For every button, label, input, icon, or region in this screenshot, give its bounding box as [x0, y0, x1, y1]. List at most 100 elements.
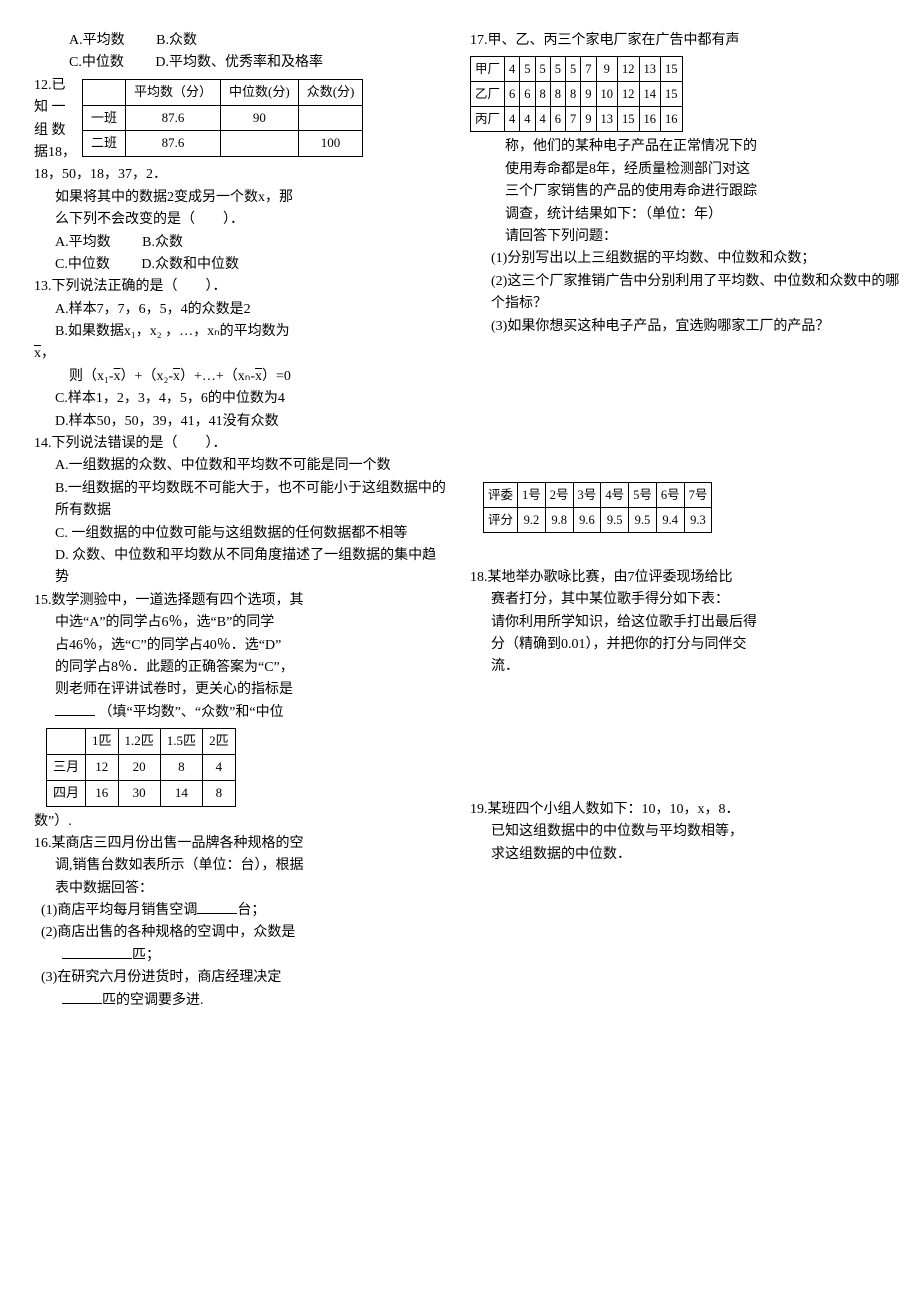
- q16-l1: 16.某商店三四月份出售一品牌各种规格的空: [20, 833, 450, 855]
- table-row: 评委 1号 2号 3号 4号 5号 6号 7号: [484, 482, 712, 507]
- spacer: [470, 537, 900, 567]
- q17-p1: (1)分别写出以上三组数据的平均数、中位数和众数；: [470, 248, 900, 270]
- cell: 平均数（分）: [126, 79, 221, 105]
- q14-b: B.一组数据的平均数既不可能大于，也不可能小于这组数据中的所有数据: [20, 478, 450, 523]
- q13-d: D.样本50，50，39，41，41没有众数: [20, 411, 450, 433]
- q15-table: 1匹 1.2匹 1.5匹 2匹 三月 12 20 8 4 四月 16 30 14…: [46, 728, 236, 806]
- cell: [83, 79, 126, 105]
- q15-l1: 15.数学测验中，一道选择题有四个选项，其: [20, 590, 450, 612]
- comma: ，: [41, 346, 55, 361]
- cell: 16: [661, 107, 683, 132]
- cell: 14: [639, 82, 661, 107]
- cell: 16: [86, 780, 119, 806]
- cell: 12: [618, 82, 640, 107]
- txt: ）+（x₂-: [121, 369, 173, 384]
- table-row: 评分 9.2 9.8 9.6 9.5 9.5 9.4 9.3: [484, 507, 712, 532]
- txt: （填“平均数”、“众数”和“中位: [99, 705, 284, 720]
- table-row: 乙厂66888910121415: [471, 82, 683, 107]
- txt: ）=0: [262, 369, 291, 384]
- cell: 30: [118, 780, 160, 806]
- cell: 9.3: [684, 507, 712, 532]
- cell: [221, 131, 299, 157]
- cell: 评委: [484, 482, 518, 507]
- q16-p3b: 匹的空调要多进.: [20, 990, 450, 1012]
- cell: 16: [639, 107, 661, 132]
- txt: 匹；: [132, 948, 160, 963]
- q19-l3: 求这组数据的中位数．: [470, 844, 900, 866]
- table-row: 二班 87.6 100: [83, 131, 363, 157]
- q11-options: A.平均数 B.众数: [20, 30, 450, 52]
- q13-a: A.样本7，7，6，5，4的众数是2: [20, 299, 450, 321]
- q17-p2: (2)这三个厂家推销广告中分别利用了平均数、中位数和众数中的哪个指标？: [470, 271, 900, 316]
- cell: 100: [298, 131, 363, 157]
- cell: 众数(分): [298, 79, 363, 105]
- cell: 4: [505, 107, 520, 132]
- xbar-icon: x: [34, 343, 41, 365]
- q16-l2: 调,销售台数如表所示（单位：台），根据: [20, 855, 450, 877]
- cell: 3号: [573, 482, 601, 507]
- q15-l6: （填“平均数”、“众数”和“中位: [20, 702, 450, 724]
- q12-p2: 知 一: [20, 97, 76, 119]
- cell: 15: [661, 82, 683, 107]
- q15-l2: 中选“A”的同学占6％，选“B”的同学: [20, 612, 450, 634]
- xbar-icon: x: [255, 366, 262, 388]
- q16-p2b: 匹；: [20, 945, 450, 967]
- table-row: 丙厂44467913151616: [471, 107, 683, 132]
- right-column: 17.甲、乙、丙三个家电厂家在广告中都有声 甲厂4555579121315 乙厂…: [470, 30, 900, 1012]
- blank-fill: [197, 913, 237, 914]
- cell: 10: [596, 82, 618, 107]
- xbar-icon: x: [114, 366, 121, 388]
- q12-l2: 么下列不会改变的是（ ）．: [20, 209, 450, 231]
- cell: 甲厂: [471, 57, 505, 82]
- cell: 4: [520, 107, 535, 132]
- q12-prefix: 12.已 知 一 组 数 据18，: [20, 75, 76, 165]
- cell: 9.5: [601, 507, 629, 532]
- txt: (3)在研究六月份进货时，商店经理决定: [41, 970, 281, 985]
- q17-l2: 使用寿命都是8年，经质量检测部门对这: [470, 159, 900, 181]
- cell: 一班: [83, 105, 126, 131]
- cell: 12: [86, 754, 119, 780]
- q15-l7: 数”）.: [20, 811, 450, 833]
- q12-opts2: C.中位数 D.众数和中位数: [20, 254, 450, 276]
- cell: [298, 105, 363, 131]
- txt: (1)商店平均每月销售空调: [41, 903, 197, 918]
- cell: 丙厂: [471, 107, 505, 132]
- table-row: 平均数（分） 中位数(分) 众数(分): [83, 79, 363, 105]
- cell: 90: [221, 105, 299, 131]
- cell: 评分: [484, 507, 518, 532]
- q12-wrap: 12.已 知 一 组 数 据18， 平均数（分） 中位数(分) 众数(分) 一班…: [20, 75, 450, 165]
- opt-b: B.众数: [156, 33, 197, 48]
- table-row: 1匹 1.2匹 1.5匹 2匹: [47, 729, 236, 755]
- q17-p3: (3)如果你想买这种电子产品，宜选购哪家工厂的产品？: [470, 316, 900, 338]
- cell: 9.8: [545, 507, 573, 532]
- cell: 5: [535, 57, 550, 82]
- q17-stem: 17.甲、乙、丙三个家电厂家在广告中都有声: [470, 30, 900, 52]
- q18-l4: 分（精确到0.01），并把你的打分与同伴交: [470, 634, 900, 656]
- q11-options-2: C.中位数 D.平均数、优秀率和及格率: [20, 52, 450, 74]
- q12-l1: 如果将其中的数据2变成另一个数x，那: [20, 187, 450, 209]
- q18-l1: 18.某地举办歌咏比赛，由7位评委现场给比: [470, 567, 900, 589]
- cell: 8: [203, 780, 236, 806]
- q15-l4: 的同学占8％．此题的正确答案为“C”，: [20, 657, 450, 679]
- cell: 9.2: [518, 507, 546, 532]
- cell: 9.6: [573, 507, 601, 532]
- q17-l4: 调查，统计结果如下：（单位：年）: [470, 204, 900, 226]
- cell: 5: [520, 57, 535, 82]
- q12-table: 平均数（分） 中位数(分) 众数(分) 一班 87.6 90 二班 87.6 1…: [82, 79, 363, 157]
- q17-l1: 称，他们的某种电子产品在正常情况下的: [470, 136, 900, 158]
- spacer: [470, 338, 900, 478]
- q14-stem: 14.下列说法错误的是（ ）．: [20, 433, 450, 455]
- q17-l3: 三个厂家销售的产品的使用寿命进行跟踪: [470, 181, 900, 203]
- cell: 三月: [47, 754, 86, 780]
- cell: 13: [639, 57, 661, 82]
- cell: 8: [550, 82, 565, 107]
- cell: 5号: [629, 482, 657, 507]
- cell: 13: [596, 107, 618, 132]
- q13-c: C.样本1，2，3，4，5，6的中位数为4: [20, 388, 450, 410]
- cell: 中位数(分): [221, 79, 299, 105]
- opt-d: D.平均数、优秀率和及格率: [155, 55, 323, 70]
- cell: 6号: [656, 482, 684, 507]
- cell: 1号: [518, 482, 546, 507]
- table-row: 三月 12 20 8 4: [47, 754, 236, 780]
- q18-l5: 流．: [470, 656, 900, 678]
